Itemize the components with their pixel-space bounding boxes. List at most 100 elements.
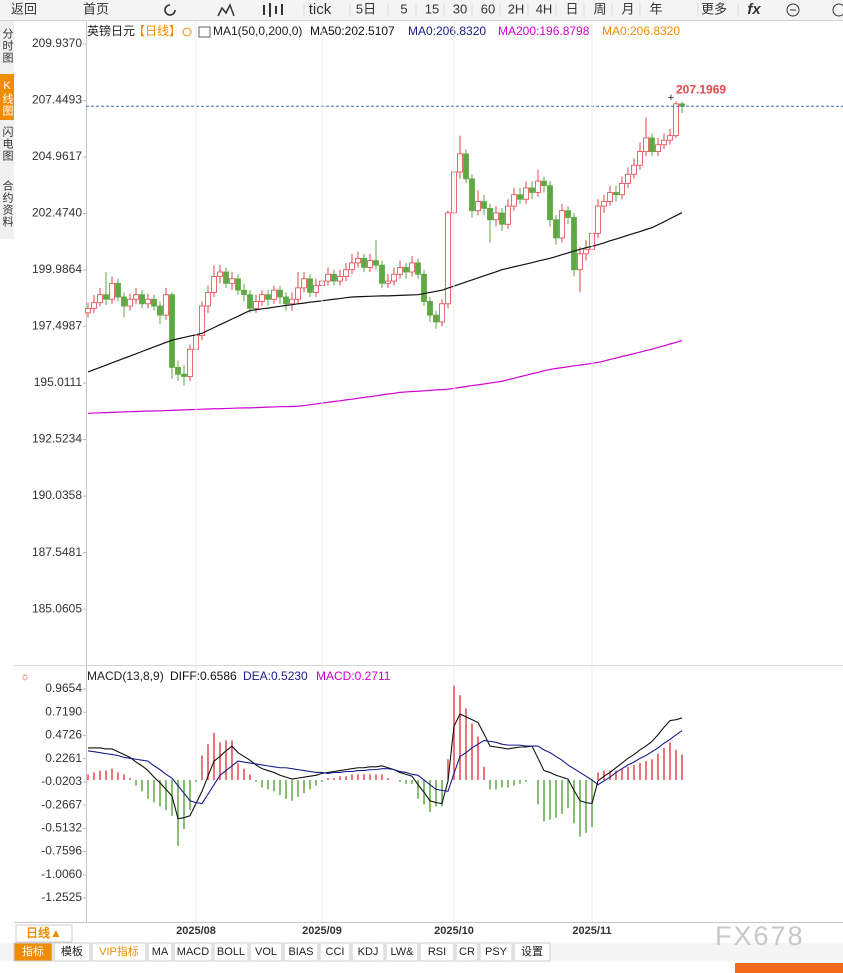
candle-body: [649, 137, 655, 152]
indicator-tab-label[interactable]: 设置: [521, 945, 543, 958]
toolbar-item[interactable]: 周: [593, 1, 606, 16]
indicator-tab[interactable]: [455, 942, 479, 962]
y-tick-label: -0.7596: [41, 844, 82, 858]
indicator-tab-label[interactable]: 指标: [22, 944, 44, 958]
candle-body: [247, 294, 253, 309]
indicator-tab-label[interactable]: CR: [459, 946, 475, 958]
toolbar-item[interactable]: 首页: [83, 1, 109, 16]
indicator-tab-label[interactable]: BIAS: [288, 946, 313, 958]
candle-body: [307, 278, 313, 293]
candle-body: [301, 278, 307, 289]
y-tick-label: 0.9654: [45, 681, 82, 695]
watermark: FX678: [715, 921, 805, 951]
toolbar-item[interactable]: 更多: [701, 1, 727, 16]
y-tick-label: -0.2667: [41, 797, 82, 811]
candle-body: [145, 298, 151, 305]
zoom-in[interactable]: [832, 3, 843, 17]
candle-body: [499, 212, 505, 225]
macd-line: [87, 730, 683, 805]
toolbar-item[interactable]: 年: [649, 1, 662, 16]
indicator-icon[interactable]: [198, 26, 211, 38]
sidebar-tab[interactable]: 闪电图: [1, 125, 14, 162]
candle-icon[interactable]: [263, 3, 283, 17]
indicator-tab-label[interactable]: BOLL: [217, 946, 245, 958]
ma-line: [87, 340, 683, 414]
y-tick-label: 195.0111: [34, 375, 83, 389]
toolbar-item[interactable]: 60: [481, 1, 495, 16]
toolbar-item[interactable]: tick: [309, 1, 332, 18]
indicator-tab-label[interactable]: MA: [152, 946, 169, 958]
indicator-tab[interactable]: [319, 942, 351, 962]
candle-body: [139, 294, 145, 305]
indicator-tab-label[interactable]: VOL: [255, 946, 277, 958]
period-button[interactable]: [15, 924, 73, 943]
candle-body: [259, 294, 265, 302]
toolbar-item[interactable]: 日: [565, 1, 578, 16]
sidebar-tab[interactable]: 分时图: [1, 28, 14, 64]
zoom-out[interactable]: [786, 3, 800, 17]
legend-entry: MA50:202.5107: [310, 24, 395, 38]
candle-body: [529, 187, 535, 193]
sidebar-tab[interactable]: K线图: [1, 80, 14, 117]
candle-body: [121, 296, 127, 307]
toolbar-item[interactable]: 2H: [508, 1, 525, 16]
indicator-tab[interactable]: [283, 942, 319, 962]
toolbar-item[interactable]: 4H: [536, 1, 553, 16]
candle-body: [157, 305, 163, 316]
candle-body: [349, 262, 355, 271]
settings-icon[interactable]: ☼: [20, 671, 30, 683]
toolbar-item[interactable]: 返回: [11, 1, 37, 16]
indicator-tab[interactable]: [147, 942, 173, 962]
candle-body: [379, 264, 385, 284]
chart-icon[interactable]: [217, 3, 235, 17]
indicator-tab-label[interactable]: KDJ: [358, 946, 379, 958]
indicator-tab-label[interactable]: CCI: [326, 946, 345, 958]
toolbar-item[interactable]: 15: [425, 1, 439, 16]
sidebar-tab[interactable]: 合约资料: [1, 179, 14, 228]
candle-body: [667, 135, 673, 141]
indicator-tab[interactable]: [385, 942, 419, 962]
legend-entry: MA0:206.8320: [602, 24, 680, 38]
toolbar-item[interactable]: 月: [621, 1, 634, 16]
indicator-tab[interactable]: [213, 942, 249, 962]
candle-body: [511, 194, 517, 207]
indicator-tab-label[interactable]: LW&: [390, 946, 414, 958]
indicator-tab-label[interactable]: MACD: [177, 946, 209, 958]
last-price-label: 207.1969: [676, 82, 726, 96]
indicator-tab-label[interactable]: VIP指标: [99, 944, 139, 958]
indicator-tab[interactable]: [173, 942, 213, 962]
corner-bar: [735, 963, 843, 973]
indicator-tab[interactable]: [351, 942, 385, 962]
indicator-tab[interactable]: [53, 942, 91, 962]
candle-body: [661, 139, 667, 146]
candle-body: [355, 257, 361, 264]
indicator-tab-label[interactable]: 模板: [61, 944, 83, 958]
candle-body: [469, 178, 475, 212]
indicator-tab[interactable]: [91, 942, 147, 962]
indicator-tab[interactable]: [249, 942, 283, 962]
indicator-tab[interactable]: [13, 942, 53, 962]
toolbar-item[interactable]: 5日: [356, 1, 376, 16]
candle-body: [613, 192, 619, 196]
x-tick-label: 2025/10: [434, 925, 474, 937]
close-icon[interactable]: [182, 27, 192, 37]
indicator-tab-label[interactable]: PSY: [485, 946, 508, 958]
indicator-tab[interactable]: [419, 942, 455, 962]
candle-body: [181, 373, 187, 377]
period-button-label[interactable]: 日线▲: [26, 925, 62, 940]
indicator-tab[interactable]: [513, 942, 551, 962]
ma-line: [87, 212, 683, 373]
candle-body: [409, 262, 415, 273]
y-tick-label: 187.5481: [32, 545, 82, 559]
y-tick-label: -0.5132: [41, 821, 82, 835]
toolbar-item[interactable]: 30: [453, 1, 467, 16]
toolbar-item[interactable]: 5: [400, 1, 407, 16]
toolbar-item[interactable]: fx: [747, 1, 761, 18]
indicator-tab[interactable]: [479, 942, 513, 962]
refresh-icon[interactable]: [164, 4, 176, 16]
indicator-tab-label[interactable]: RSI: [428, 946, 446, 958]
candle-body: [199, 305, 205, 336]
candle-body: [565, 210, 571, 218]
legend-entry: MA0:206.8320: [408, 24, 486, 38]
candle-body: [325, 273, 331, 282]
